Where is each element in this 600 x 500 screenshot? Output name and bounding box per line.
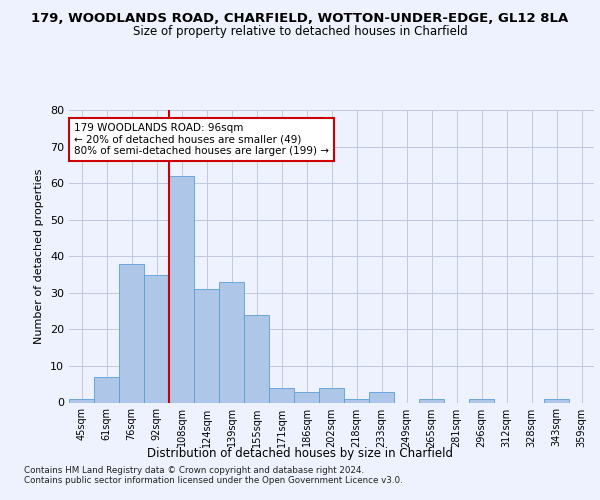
Text: Contains public sector information licensed under the Open Government Licence v3: Contains public sector information licen… [24, 476, 403, 485]
Bar [119, 264, 144, 402]
Bar [94, 377, 119, 402]
Text: 179 WOODLANDS ROAD: 96sqm
← 20% of detached houses are smaller (49)
80% of semi-: 179 WOODLANDS ROAD: 96sqm ← 20% of detac… [74, 123, 329, 156]
Bar [294, 392, 319, 402]
Text: Contains HM Land Registry data © Crown copyright and database right 2024.: Contains HM Land Registry data © Crown c… [24, 466, 364, 475]
Bar [169, 176, 194, 402]
Bar [469, 399, 494, 402]
Bar [144, 274, 169, 402]
Bar [344, 399, 369, 402]
Bar [69, 399, 94, 402]
Y-axis label: Number of detached properties: Number of detached properties [34, 168, 44, 344]
Bar [369, 392, 394, 402]
Bar [319, 388, 344, 402]
Bar [244, 315, 269, 402]
Bar [419, 399, 444, 402]
Bar [194, 289, 219, 403]
Bar [544, 399, 569, 402]
Text: 179, WOODLANDS ROAD, CHARFIELD, WOTTON-UNDER-EDGE, GL12 8LA: 179, WOODLANDS ROAD, CHARFIELD, WOTTON-U… [31, 12, 569, 26]
Bar [219, 282, 244, 403]
Text: Size of property relative to detached houses in Charfield: Size of property relative to detached ho… [133, 25, 467, 38]
Bar [269, 388, 294, 402]
Text: Distribution of detached houses by size in Charfield: Distribution of detached houses by size … [147, 448, 453, 460]
